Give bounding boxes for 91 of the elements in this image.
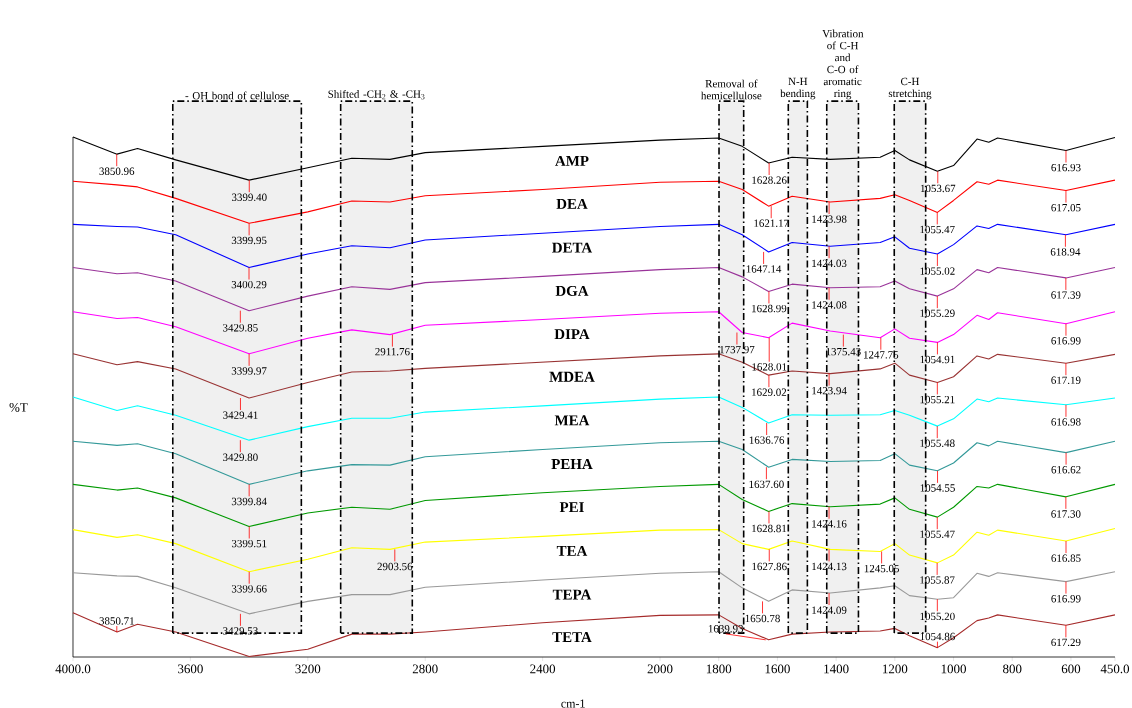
annotation: 2903.56 — [377, 562, 413, 571]
annotation: 1055.21 — [920, 395, 955, 404]
annotation: 617.39 — [1051, 291, 1081, 299]
annotation: 617.30 — [1051, 510, 1081, 518]
annotation: 3399.40 — [232, 193, 267, 202]
band-label: Vibration of C-H and C-O of aromatic ring — [822, 29, 864, 100]
annotation: 1636.76 — [749, 436, 785, 444]
x-tick-label: 1800 — [706, 664, 732, 674]
x-tick-label: 2000 — [647, 664, 673, 674]
annotation: 1424.16 — [812, 520, 847, 528]
series-label: DETA — [552, 242, 593, 253]
annotation: 1055.47 — [920, 530, 955, 538]
x-tick-label: 1200 — [883, 664, 908, 674]
annotation: 616.85 — [1051, 554, 1081, 562]
annotation: 616.93 — [1051, 163, 1081, 172]
x-tick-label: 450.0 — [1100, 664, 1130, 674]
annotation: 1628.01 — [752, 363, 787, 371]
annotation: 1055.02 — [920, 267, 955, 275]
band-label: C-H stretching — [888, 77, 932, 100]
x-tick-label: 3200 — [295, 664, 321, 674]
series-label: TETA — [552, 632, 592, 642]
annotation: 3400.29 — [231, 280, 267, 289]
x-tick-label: 1000 — [941, 664, 967, 674]
annotation: 1627.86 — [752, 562, 787, 571]
x-tick-label: 1400 — [824, 664, 849, 674]
annotation: 1424.13 — [812, 562, 847, 571]
annotation: 1055.47 — [920, 225, 955, 234]
x-tick-label: 1600 — [765, 664, 790, 674]
annotation: 1055.29 — [920, 309, 955, 317]
x-axis-title: cm-1 — [561, 699, 585, 708]
annotation: 3399.95 — [231, 236, 267, 245]
annotation: 1628.99 — [752, 304, 787, 313]
annotation: 616.99 — [1051, 595, 1081, 603]
x-tick-label: 2400 — [530, 664, 556, 674]
band-label: N-H bending — [780, 77, 816, 100]
annotation: 3850.71 — [99, 617, 134, 625]
annotation: 3429.80 — [223, 453, 258, 462]
annotation: 3850.96 — [99, 167, 135, 176]
x-tick-label: 2800 — [412, 664, 438, 674]
annotation: 1629.02 — [752, 388, 787, 397]
band-label: Shifted -CH$_{2}$ & -CH$_{3}$ — [328, 89, 425, 100]
annotation: 2911.76 — [375, 348, 410, 356]
annotation: 617.05 — [1051, 203, 1081, 212]
series-label: MEA — [554, 415, 590, 426]
annotation: 1628.81 — [752, 524, 787, 533]
annotation: 1423.94 — [812, 387, 847, 395]
series-label: TEPA — [552, 589, 592, 600]
annotation: 616.62 — [1051, 466, 1081, 474]
annotation: 617.29 — [1051, 638, 1081, 647]
annotation: 616.99 — [1051, 337, 1081, 345]
series-label: DEA — [556, 198, 588, 209]
annotation: 1628.26 — [752, 176, 787, 184]
annotation: 1054.86 — [920, 632, 955, 641]
annotation: 1424.09 — [812, 606, 847, 614]
annotation: 1245.05 — [864, 564, 899, 573]
annotation: 1055.48 — [920, 439, 955, 447]
annotation: 1637.60 — [749, 480, 784, 489]
annotation: 1054.91 — [920, 355, 955, 364]
y-axis-title: %T — [9, 403, 28, 412]
x-tick-label: 800 — [1003, 664, 1022, 674]
annotation: 3399.66 — [231, 585, 267, 593]
series-label: MDEA — [549, 371, 595, 382]
annotation: 1647.14 — [746, 265, 782, 273]
series-label: AMP — [555, 155, 589, 166]
x-tick-label: 600 — [1061, 664, 1081, 674]
series-label: PEI — [559, 502, 584, 513]
annotation: 3429.41 — [223, 411, 258, 419]
band-label: Removal of hemicellulose — [701, 79, 762, 100]
annotation: 1054.55 — [920, 484, 955, 492]
annotation: 3429.85 — [223, 324, 258, 332]
x-tick-label: 4000.0 — [55, 664, 91, 674]
x-tick-label: 3600 — [178, 664, 203, 674]
series-label: DGA — [555, 285, 589, 296]
series-label: DIPA — [554, 329, 590, 340]
annotation: 1424.03 — [812, 259, 847, 268]
series-label: TEA — [556, 545, 588, 556]
annotation: 3399.97 — [231, 367, 267, 375]
annotation: 1424.08 — [812, 301, 847, 309]
annotation: 1423.98 — [812, 215, 847, 223]
band-label: - OH bond of cellulose — [185, 91, 289, 100]
annotation: 1053.67 — [920, 184, 956, 193]
annotation: 617.19 — [1051, 376, 1081, 385]
series-label: PEHA — [551, 459, 593, 469]
annotation: 1737.97 — [720, 345, 755, 354]
annotation: 1055.20 — [920, 612, 955, 621]
annotation: 618.94 — [1050, 248, 1081, 256]
annotation: 616.98 — [1051, 418, 1081, 426]
annotation: 3399.51 — [231, 539, 267, 548]
annotation: 3399.84 — [231, 497, 267, 506]
annotation: 1650.78 — [745, 614, 780, 623]
annotation: 1055.87 — [920, 576, 955, 584]
